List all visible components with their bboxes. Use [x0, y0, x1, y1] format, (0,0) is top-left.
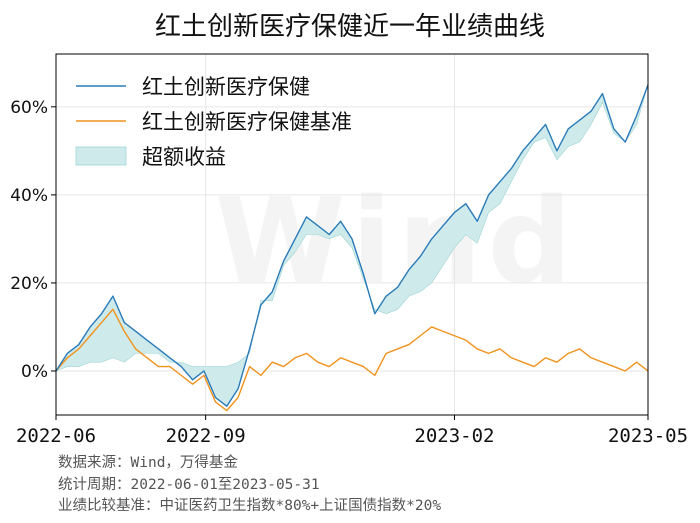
x-tick-label: 2023-02 — [414, 425, 494, 447]
benchmark-line — [55, 308, 649, 412]
legend-label: 红土创新医疗保健基准 — [142, 110, 352, 134]
legend-swatch — [75, 146, 127, 166]
x-tick-label: 2022-09 — [166, 425, 246, 447]
source-note: 数据来源：Wind，万得基金 — [58, 455, 238, 471]
chart-title: 红土创新医疗保健近一年业绩曲线 — [154, 12, 545, 42]
x-tick-label: 2023-05 — [608, 425, 688, 447]
axes: 2022-06 2022-09 2023-02 2023-05 0% 20% 40% 60% — [10, 53, 688, 447]
period-note: 统计周期：2022-06-01至2023-05-31 — [58, 477, 320, 493]
plot-frame — [55, 53, 649, 416]
legend-label: 红土创新医疗保健 — [142, 75, 310, 99]
y-tick-label: 60% — [10, 98, 48, 118]
benchmark-note: 业绩比较基准：中证医药卫生指数*80%+上证国债指数*20% — [58, 498, 442, 514]
y-tick-label: 20% — [10, 274, 48, 294]
legend-label: 超额收益 — [142, 145, 226, 169]
y-tick-label: 0% — [21, 362, 48, 382]
fund-line — [55, 84, 649, 407]
x-tick-label: 2022-06 — [16, 425, 96, 447]
y-tick-label: 40% — [10, 186, 48, 206]
